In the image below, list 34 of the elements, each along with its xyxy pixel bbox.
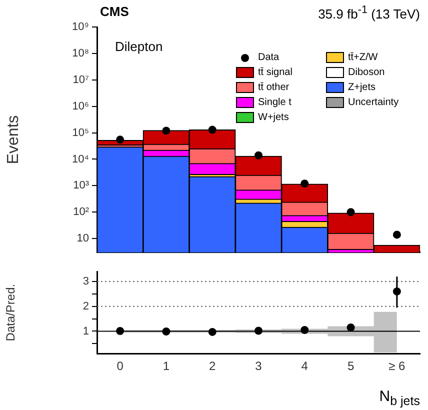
- legend-label: Z+jets: [348, 82, 376, 93]
- x-tick-label: 4: [301, 359, 308, 374]
- x-tick-label: 3: [255, 359, 262, 374]
- y-axis-title: Data/Pred.: [4, 284, 18, 342]
- x-tick-label: 2: [209, 359, 216, 374]
- y-tick-label: 10⁴: [72, 153, 90, 166]
- legend-label: Diboson: [348, 67, 385, 78]
- x-tick-label: 0: [116, 359, 124, 374]
- y-tick-label: 10³: [73, 180, 90, 192]
- x-axis-title: N$_{b jets}$: [379, 388, 420, 408]
- legend-label: tt̄ other: [258, 82, 290, 93]
- y-tick-label: 3: [82, 276, 89, 288]
- y-tick-label: 10²: [73, 206, 90, 218]
- x-tick-label: ≥ 6: [388, 359, 406, 374]
- legend-label: tt̄ signal: [258, 67, 292, 78]
- chart-title: CMS: [100, 4, 129, 19]
- x-tick-label: 5: [347, 359, 354, 374]
- y-tick-label: 2: [82, 300, 89, 312]
- y-tick-label: 10⁵: [72, 126, 89, 139]
- y-tick-label: 10⁶: [72, 100, 89, 112]
- y-tick-label: 10: [76, 232, 89, 245]
- y-tick-label: 10⁹: [72, 21, 89, 34]
- legend-label: Data: [258, 52, 280, 63]
- y-axis-title: Events: [5, 115, 22, 164]
- y-tick-label: 10⁸: [72, 47, 89, 60]
- legend-label: Single t: [258, 97, 292, 108]
- annotation: Dilepton: [115, 39, 163, 54]
- legend-label: Uncertainty: [348, 97, 399, 108]
- chart-subtitle: 35.9 fb$^{-1}$ (13 TeV): [318, 4, 420, 22]
- y-tick-label: 1: [82, 325, 89, 338]
- y-tick-label: 10⁷: [72, 74, 90, 86]
- x-tick-label: 1: [162, 359, 170, 374]
- legend-label: tt̄+Z/W: [348, 52, 378, 63]
- legend-label: W+jets: [258, 112, 289, 123]
